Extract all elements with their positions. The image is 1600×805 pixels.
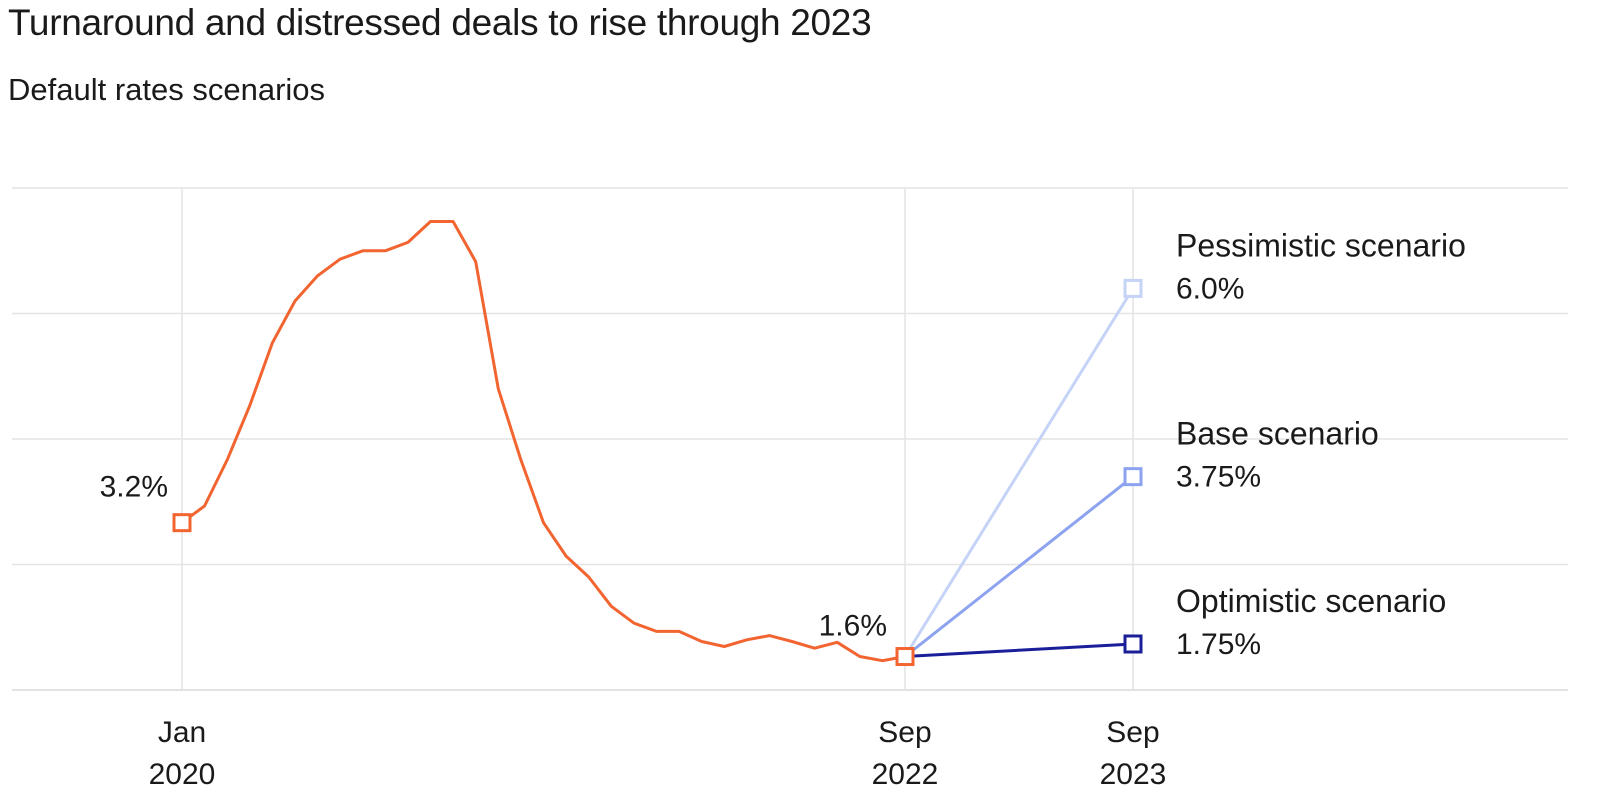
scenario-end-marker <box>1123 278 1143 298</box>
series-line <box>903 642 1135 658</box>
current-point-marker <box>895 647 915 667</box>
x-tick-label: 2020 <box>149 758 216 791</box>
current-value-label: 1.6% <box>819 610 887 643</box>
chart-subtitle: Default rates scenarios <box>8 72 326 107</box>
scenario-name-label: Base scenario <box>1176 416 1379 452</box>
series-lines <box>180 220 1135 663</box>
x-tick-label: 2023 <box>1100 758 1167 791</box>
x-tick-label: 2022 <box>872 758 939 791</box>
chart-title: Turnaround and distressed deals to rise … <box>8 2 872 43</box>
series-line <box>903 475 1135 658</box>
x-tick-label: Sep <box>878 716 931 749</box>
chart-labels: Jan 2020 Sep 2022 Sep 2023 3.2% 1.6% Pessimistic… <box>100 227 1466 791</box>
start-point-marker <box>172 513 192 533</box>
scenario-name-label: Pessimistic scenario <box>1176 227 1466 263</box>
scenario-end-marker <box>1123 467 1143 487</box>
scenario-name-label: Optimistic scenario <box>1176 583 1446 619</box>
x-tick-label: Sep <box>1106 716 1159 749</box>
series-line <box>903 286 1135 658</box>
series-line <box>180 220 907 663</box>
series-markers <box>172 278 1143 667</box>
scenario-value-label: 3.75% <box>1176 461 1261 494</box>
scenario-end-marker <box>1123 634 1143 654</box>
x-tick-label: Jan <box>158 716 206 749</box>
gridlines <box>12 187 1568 691</box>
scenario-value-label: 1.75% <box>1176 628 1261 661</box>
scenario-value-label: 6.0% <box>1176 272 1244 305</box>
start-value-label: 3.2% <box>100 471 168 504</box>
